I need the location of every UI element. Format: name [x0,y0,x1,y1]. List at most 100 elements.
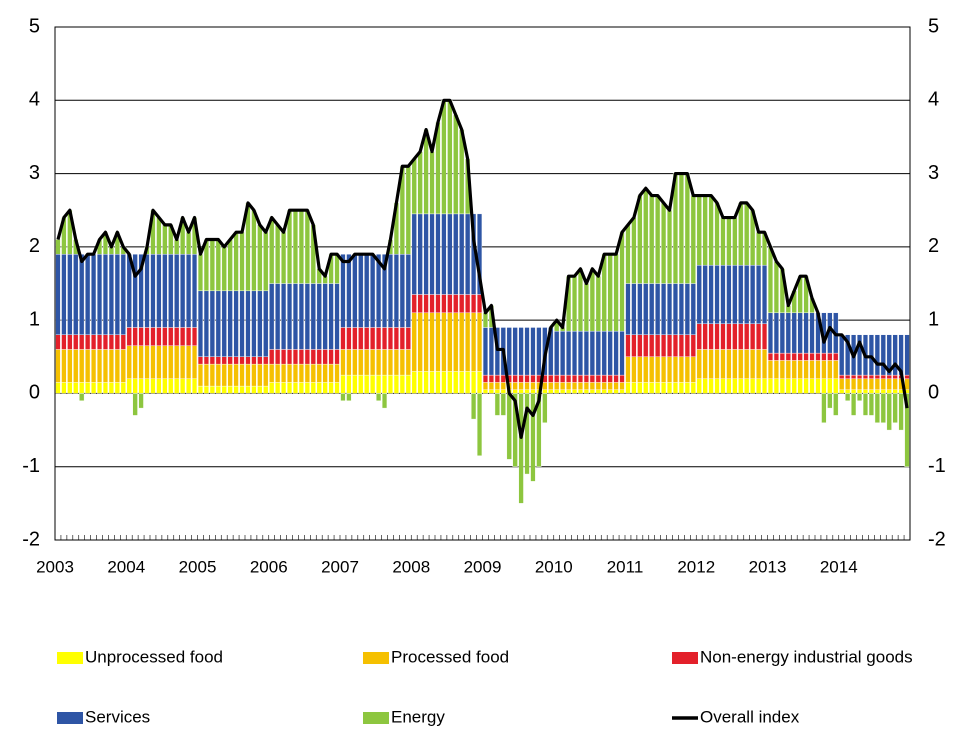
bar-segment [102,253,109,336]
bar-segment [803,352,809,361]
bar-segment [637,356,643,383]
bar-segment [767,246,774,314]
bar-segment [91,334,97,350]
bar-segment [613,374,619,383]
bar-segment [756,264,762,325]
bar-segment [589,330,595,376]
bar-segment [904,334,910,376]
bar-segment [73,382,79,394]
bar-segment [174,239,180,255]
bar-segment [298,210,304,284]
bar-segment [566,330,572,376]
bar-segment [55,253,61,336]
bar-segment [560,330,566,376]
bar-segment [815,378,821,394]
bar-segment [162,253,168,328]
x-tick-label: 2003 [36,557,74,576]
bar-segment [168,327,174,346]
bar-segment [114,253,120,336]
bar-segment [144,378,150,394]
bar-segment [554,389,560,394]
bar-segment [227,363,233,387]
bar-segment [744,378,750,394]
legend-swatch [57,652,83,664]
bar-segment [851,378,857,390]
bar-segment [506,327,512,376]
bar-segment [744,264,750,325]
bar-segment [874,374,880,379]
bar-segment [376,374,382,394]
bar-segment [370,253,376,328]
bar-segment [150,345,156,379]
bar-segment [138,345,144,379]
bar-segment [459,312,465,372]
bar-segment [370,349,376,376]
bar-segment [476,312,483,372]
bar-segment [310,382,316,394]
bar-segment [851,374,857,379]
bar-segment [595,382,601,390]
bar-segment [892,334,898,376]
bar-segment [399,253,405,328]
bar-segment [720,378,726,394]
bar-segment [328,283,334,350]
bar-segment [67,253,73,336]
bar-segment [465,294,471,314]
bar-segment [441,312,447,372]
bar-segment [761,323,768,350]
bar-segment [399,374,405,394]
bar-segment [868,374,874,379]
bar-segment [868,378,874,390]
bar-segment [833,393,839,416]
bar-segment [162,378,168,394]
bar-segment [613,253,619,332]
bar-segment [845,389,851,394]
bar-segment [696,378,702,394]
bar-segment [560,374,566,383]
bar-segment [773,360,779,379]
bar-segment [880,378,886,390]
bar-segment [767,352,774,361]
bar-segment [524,327,530,376]
bar-segment [690,195,696,284]
bar-segment [714,349,720,379]
bar-segment [364,327,370,350]
bar-segment [381,327,388,350]
bar-segment [720,349,726,379]
bar-segment [898,393,904,431]
bar-segment [702,349,708,379]
bar-segment [797,360,803,379]
bar-segment [203,385,209,394]
legend-label: Overall index [700,707,800,726]
bar-segment [583,382,589,390]
bar-segment [381,253,388,328]
bar-segment [714,264,720,325]
bar-segment [809,360,815,379]
bar-segment [530,374,536,383]
bar-segment [625,334,631,357]
bar-segment [227,385,233,394]
bar-segment [595,389,601,394]
bar-segment [197,363,204,387]
bar-segment [96,349,103,383]
bar-segment [839,389,845,394]
bar-segment [364,374,370,394]
bar-segment [494,389,500,394]
bar-segment [203,290,209,357]
bar-segment [186,231,192,255]
bar-segment [767,360,774,379]
bar-segment [316,283,322,350]
bar-segment [399,349,405,376]
bar-segment [518,382,524,390]
y2-tick-label: 5 [928,15,939,37]
bar-segment [732,323,738,350]
bar-segment [643,283,649,335]
bar-segment [577,330,584,376]
bar-segment [120,253,126,336]
bar-segment [126,345,132,379]
x-tick-label: 2012 [677,557,715,576]
bar-segment [815,360,821,379]
bar-segment [880,334,886,376]
bar-segment [548,389,554,394]
bar-segment [601,382,607,390]
